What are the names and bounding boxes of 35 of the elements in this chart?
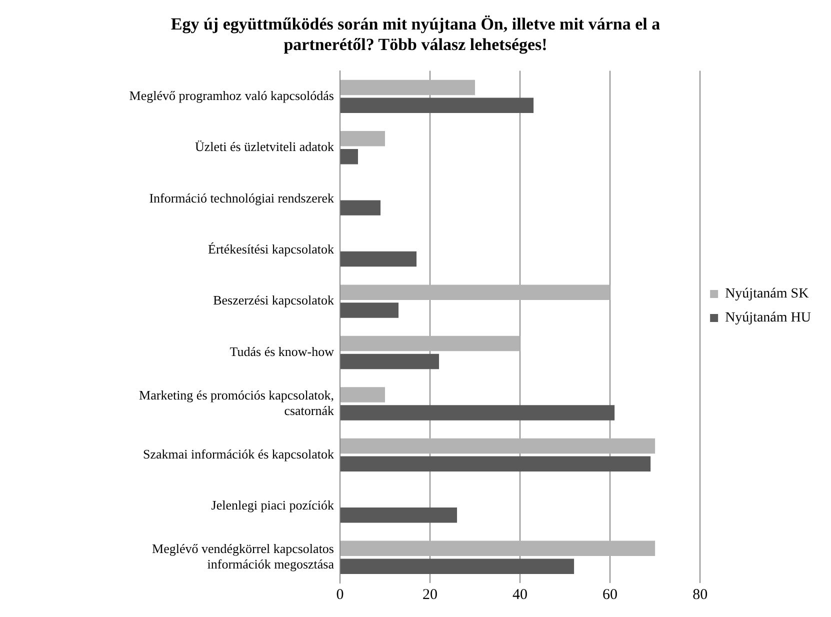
y-tick-label: Meglévő programhoz való kapcsolódás (129, 88, 334, 103)
bar (340, 284, 610, 300)
bar (340, 387, 386, 402)
bar (340, 131, 386, 146)
legend-label: Nyújtanám HU (725, 310, 812, 326)
x-tick-label: 60 (602, 586, 618, 603)
y-tick-label: Üzleti és üzletviteli adatok (195, 139, 334, 154)
y-tick-label: Információ technológiai rendszerek (149, 190, 334, 206)
x-tick-label: 0 (336, 586, 344, 603)
bar (340, 405, 615, 420)
y-tick-label: Meglévő vendégkörrel kapcsolatos információk megosztása (152, 541, 334, 572)
x-tick-label: 80 (692, 586, 708, 603)
x-tick-label: 20 (422, 586, 438, 603)
bar (340, 508, 458, 523)
legend-label: Nyújtanám SK (725, 286, 809, 302)
bar (340, 98, 534, 113)
bar (340, 251, 417, 267)
x-tick-label: 40 (512, 586, 528, 603)
bar (340, 540, 656, 556)
y-tick-label: Beszerzési kapcsolatok (213, 292, 334, 308)
y-tick-label: Szakmai információk és kapcsolatok (143, 446, 334, 462)
y-tick-label: Marketing és promóciós kapcsolatok, csatornák (139, 387, 334, 418)
y-tick-label: Értékesítési kapcsolatok (208, 241, 334, 256)
bar (340, 148, 358, 164)
bar (340, 302, 399, 318)
bar (340, 354, 440, 370)
y-tick-label: Tudás és know-how (230, 344, 335, 359)
bar (340, 438, 656, 454)
chart-title: Egy új együttműködés során mit nyújtana Ön, illetve mit várna el a partnerétől? Több válasz lehetséges! (170, 14, 661, 54)
bar (340, 558, 574, 574)
bar (340, 456, 651, 472)
bar (340, 336, 520, 352)
bar (340, 200, 381, 216)
bar (340, 80, 476, 96)
y-tick-label: Jelenlegi piaci pozíciók (211, 498, 334, 513)
